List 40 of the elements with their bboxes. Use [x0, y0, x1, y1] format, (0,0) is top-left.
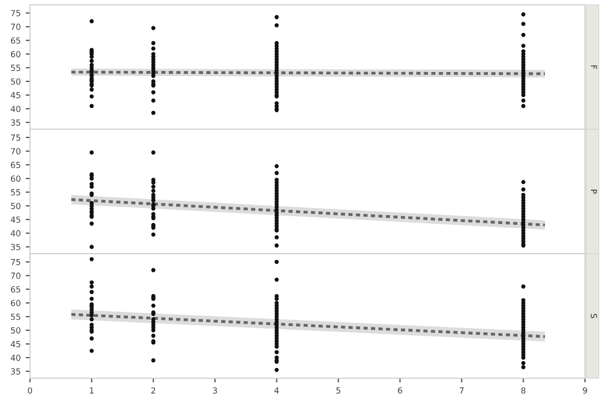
x-tick-label: 0 [28, 387, 32, 394]
y-tick-label: 70 [11, 24, 20, 30]
y-tick-label: 70 [11, 148, 20, 154]
y-tick-label: 75 [11, 134, 20, 141]
y-tick-label: 45 [10, 216, 20, 223]
x-tick-label: 1 [90, 387, 94, 394]
y-tick-label: 35 [11, 119, 20, 126]
x-tick-label: 6 [398, 387, 402, 394]
y-tick-label: 60 [10, 51, 20, 58]
y-tick-label: 65 [10, 162, 20, 168]
y-tick-label: 50 [11, 202, 20, 210]
y-tick-label: 35 [11, 368, 20, 375]
y-tick-label: 75 [11, 10, 20, 16]
y-tick-label: 55 [11, 189, 20, 196]
y-tick-label: 75 [11, 258, 20, 266]
x-tick-label: 9 [582, 387, 588, 394]
x-tick-label: 3 [212, 387, 217, 394]
y-tick-label: 35 [11, 244, 20, 250]
y-tick-label: 40 [10, 106, 20, 112]
x-tick-label: 2 [151, 387, 156, 394]
y-tick-label: 70 [11, 272, 20, 279]
x-tick-label: 4 [274, 387, 279, 394]
y-tick-label: 65 [10, 286, 20, 293]
x-tick-label: 8 [521, 387, 526, 394]
x-tick-label: 7 [460, 387, 464, 394]
y-tick-label: 45 [10, 341, 20, 348]
y-tick-label: 50 [11, 78, 20, 85]
y-tick-label: 60 [10, 300, 20, 306]
x-tick-label: 5 [336, 387, 340, 394]
y-tick-label: 55 [11, 64, 20, 71]
text: F [590, 65, 597, 69]
text: P [590, 190, 597, 194]
y-tick-label: 40 [10, 230, 20, 236]
text: S [590, 314, 597, 318]
y-tick-label: 45 [10, 92, 20, 98]
y-tick-label: 50 [11, 327, 20, 334]
y-tick-label: 40 [10, 354, 20, 361]
y-tick-label: 60 [10, 175, 20, 182]
y-tick-label: 65 [10, 37, 20, 44]
y-tick-label: 55 [11, 314, 20, 320]
